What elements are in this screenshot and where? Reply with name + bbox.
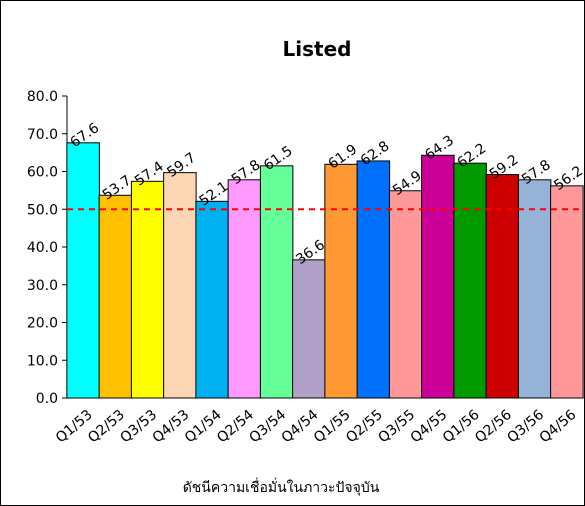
bar — [66, 142, 100, 399]
x-tick-label: Q4/56 — [537, 407, 580, 447]
y-tick-label: 50.0 — [27, 202, 58, 218]
bar — [517, 179, 552, 399]
bar — [453, 162, 487, 399]
x-axis: Q1/53Q2/53Q3/53Q4/53Q1/54Q2/54Q3/54Q4/54… — [53, 397, 583, 447]
bar — [227, 179, 262, 399]
bar — [259, 165, 294, 399]
y-axis: 0.0 10.0 20.0 30.0 40.0 50.0 60.0 70.0 80.0 — [27, 89, 68, 407]
y-tick-label: 60.0 — [27, 165, 58, 181]
x-axis-title: ดัชนีความเชื่อมั่นในภาวะปัจจุบัน — [183, 478, 380, 496]
y-tick-label: 30.0 — [27, 278, 58, 294]
y-tick-label: 80.0 — [27, 89, 58, 105]
bar — [421, 154, 455, 399]
y-tick-label: 10.0 — [27, 353, 58, 369]
bar — [98, 194, 133, 399]
y-tick-label: 20.0 — [27, 316, 58, 332]
y-tick-label: 0.0 — [36, 391, 58, 407]
chart-title: Listed — [283, 37, 352, 61]
bar — [292, 259, 326, 399]
bar — [163, 172, 197, 399]
bar — [195, 200, 229, 399]
bar — [356, 160, 391, 399]
bar — [388, 190, 423, 399]
y-tick-label: 40.0 — [27, 240, 58, 256]
bar — [485, 174, 520, 399]
bar — [550, 185, 584, 399]
bar — [130, 180, 165, 399]
y-tick-label: 70.0 — [27, 127, 58, 143]
bar — [324, 163, 358, 399]
